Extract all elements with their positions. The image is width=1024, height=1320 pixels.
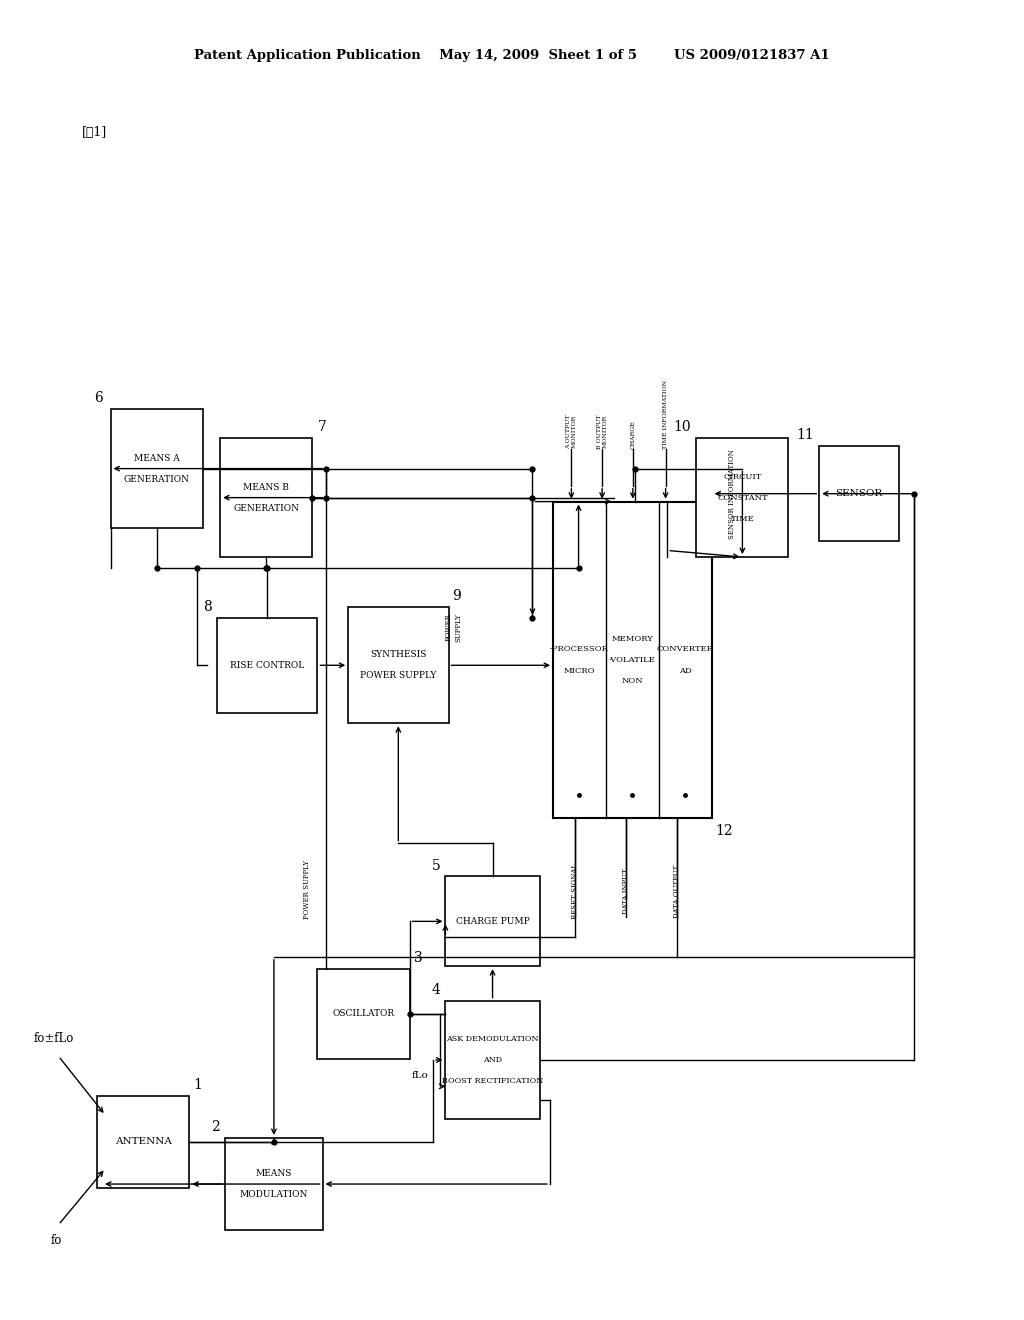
FancyBboxPatch shape bbox=[111, 409, 203, 528]
Text: 10: 10 bbox=[674, 420, 691, 434]
Text: GENERATION: GENERATION bbox=[124, 475, 189, 483]
Text: 12: 12 bbox=[716, 824, 733, 838]
FancyBboxPatch shape bbox=[317, 969, 410, 1059]
Text: POWER SUPPLY: POWER SUPPLY bbox=[360, 672, 436, 680]
Text: [図1]: [図1] bbox=[82, 125, 108, 139]
FancyBboxPatch shape bbox=[217, 618, 317, 713]
FancyBboxPatch shape bbox=[553, 502, 712, 818]
FancyBboxPatch shape bbox=[97, 1096, 189, 1188]
Text: POWER SUPPLY: POWER SUPPLY bbox=[303, 861, 311, 919]
Text: fo±fLo: fo±fLo bbox=[34, 1032, 75, 1045]
Text: ASK DEMODULATION: ASK DEMODULATION bbox=[446, 1035, 539, 1043]
Text: AD: AD bbox=[679, 667, 691, 675]
Text: Patent Application Publication    May 14, 2009  Sheet 1 of 5        US 2009/0121: Patent Application Publication May 14, 2… bbox=[195, 49, 829, 62]
Text: OSCILLATOR: OSCILLATOR bbox=[333, 1010, 394, 1018]
FancyBboxPatch shape bbox=[348, 607, 449, 723]
Text: SYNTHESIS: SYNTHESIS bbox=[370, 651, 427, 659]
Text: 7: 7 bbox=[317, 420, 327, 434]
Text: GENERATION: GENERATION bbox=[233, 504, 299, 512]
Text: 6: 6 bbox=[93, 391, 102, 405]
Text: MEANS B: MEANS B bbox=[244, 483, 289, 491]
FancyBboxPatch shape bbox=[225, 1138, 323, 1230]
Text: SENSOR: SENSOR bbox=[836, 490, 883, 498]
Text: MEANS A: MEANS A bbox=[134, 454, 179, 462]
Text: B OUTPUT
MONITOR: B OUTPUT MONITOR bbox=[597, 414, 607, 449]
Text: 2: 2 bbox=[211, 1119, 220, 1134]
FancyBboxPatch shape bbox=[220, 438, 312, 557]
Text: CONVERTER: CONVERTER bbox=[656, 645, 714, 653]
Text: 9: 9 bbox=[453, 589, 462, 603]
Text: 11: 11 bbox=[797, 428, 814, 442]
Text: fo: fo bbox=[50, 1234, 62, 1247]
FancyBboxPatch shape bbox=[819, 446, 899, 541]
Text: -VOLATILE: -VOLATILE bbox=[609, 656, 655, 664]
Text: A OUTPUT
MONITOR: A OUTPUT MONITOR bbox=[566, 414, 577, 449]
Text: 4: 4 bbox=[431, 982, 440, 997]
Text: CHARGE: CHARGE bbox=[631, 420, 635, 449]
FancyBboxPatch shape bbox=[445, 876, 540, 966]
Text: DATA INPUT: DATA INPUT bbox=[622, 869, 630, 913]
Text: BOOST RECTIFICATION: BOOST RECTIFICATION bbox=[442, 1077, 543, 1085]
Text: CONSTANT: CONSTANT bbox=[717, 494, 768, 502]
Text: RESET SIGNAL: RESET SIGNAL bbox=[571, 863, 580, 919]
Text: MICRO: MICRO bbox=[563, 667, 595, 675]
Text: 5: 5 bbox=[431, 858, 440, 873]
Text: CHARGE PUMP: CHARGE PUMP bbox=[456, 917, 529, 925]
Text: NON: NON bbox=[622, 677, 643, 685]
Text: RISE CONTROL: RISE CONTROL bbox=[230, 661, 304, 669]
Text: 8: 8 bbox=[203, 599, 212, 614]
Text: ANTENNA: ANTENNA bbox=[115, 1138, 172, 1146]
Text: DATA OUTPUT: DATA OUTPUT bbox=[673, 865, 681, 917]
FancyBboxPatch shape bbox=[445, 1001, 540, 1119]
Text: AND: AND bbox=[483, 1056, 502, 1064]
Text: 3: 3 bbox=[414, 950, 423, 965]
FancyBboxPatch shape bbox=[696, 438, 788, 557]
Text: MEMORY: MEMORY bbox=[611, 635, 653, 643]
Text: MEANS: MEANS bbox=[256, 1170, 292, 1177]
Text: CIRCUIT: CIRCUIT bbox=[723, 473, 762, 480]
Text: TIME: TIME bbox=[730, 515, 755, 523]
Text: fLo: fLo bbox=[412, 1072, 428, 1080]
Text: MODULATION: MODULATION bbox=[240, 1191, 308, 1199]
Text: -PROCESSOR: -PROCESSOR bbox=[550, 645, 609, 653]
Text: TIME INFORMATION: TIME INFORMATION bbox=[664, 380, 668, 449]
Text: SENSOR INFORMATION: SENSOR INFORMATION bbox=[728, 449, 736, 539]
Text: POWER
SUPPLY: POWER SUPPLY bbox=[445, 612, 462, 642]
Text: 1: 1 bbox=[194, 1077, 203, 1092]
